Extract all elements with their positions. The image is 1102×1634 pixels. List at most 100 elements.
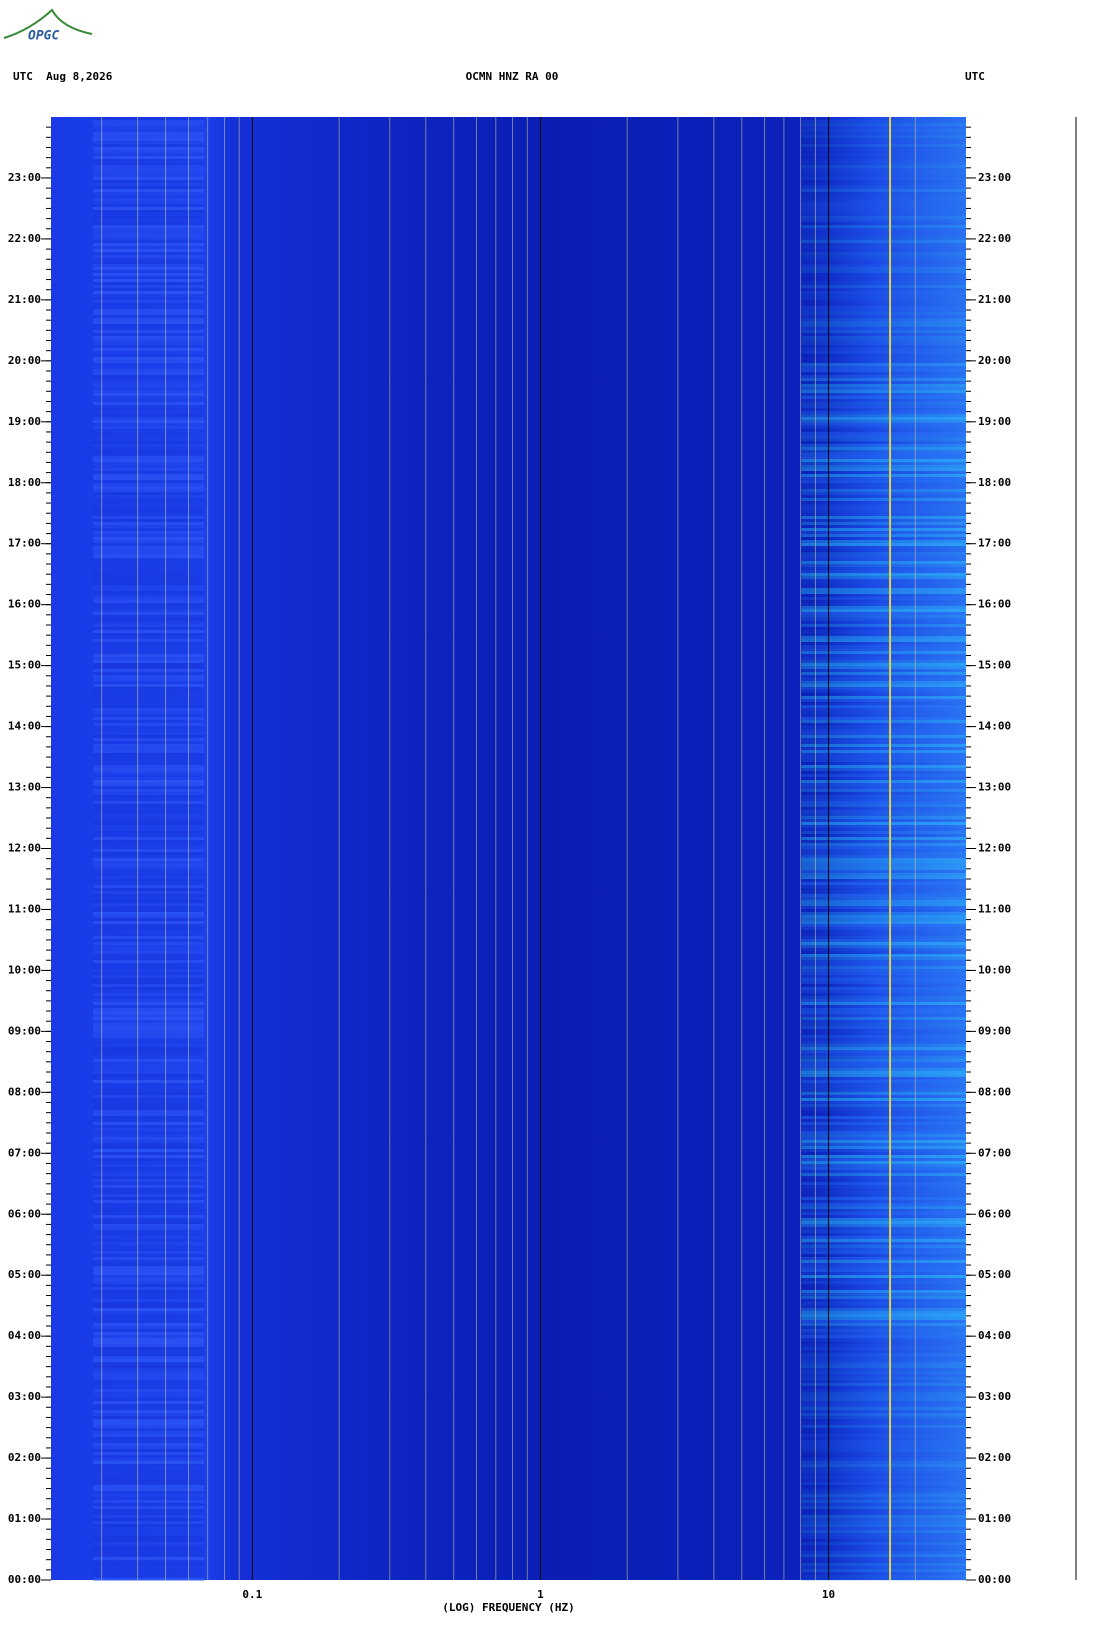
texture	[801, 1197, 966, 1200]
texture	[801, 639, 966, 642]
texture	[801, 1173, 966, 1176]
texture	[93, 1566, 204, 1569]
x-tick-label: 1	[537, 1588, 544, 1601]
texture	[801, 201, 966, 204]
texture	[801, 897, 966, 900]
texture	[801, 1080, 966, 1083]
texture	[801, 1404, 966, 1407]
texture	[93, 1209, 205, 1212]
texture	[801, 306, 966, 309]
texture	[801, 1359, 966, 1362]
y-tick-label: 04:00	[8, 1329, 41, 1342]
texture	[93, 471, 205, 474]
texture	[93, 1563, 205, 1566]
texture	[801, 432, 966, 435]
texture	[93, 1116, 205, 1119]
texture	[801, 1032, 966, 1035]
texture	[93, 1521, 205, 1524]
texture	[93, 336, 205, 339]
texture	[801, 264, 966, 267]
texture	[801, 987, 966, 990]
texture	[801, 1119, 966, 1122]
texture	[801, 774, 966, 777]
texture	[93, 684, 205, 687]
texture	[801, 996, 966, 999]
texture	[93, 663, 205, 666]
texture	[93, 444, 205, 447]
texture	[93, 858, 205, 861]
texture	[93, 624, 205, 627]
texture	[93, 519, 205, 522]
texture	[93, 1083, 204, 1086]
texture	[801, 588, 966, 591]
texture	[93, 360, 205, 363]
texture	[801, 1536, 966, 1539]
texture	[801, 1209, 966, 1212]
texture	[93, 651, 205, 654]
texture	[801, 1149, 966, 1152]
texture	[801, 1266, 966, 1269]
texture	[93, 1218, 205, 1221]
texture	[93, 1356, 205, 1359]
texture	[801, 210, 966, 213]
texture	[801, 1122, 966, 1125]
texture	[93, 1272, 205, 1275]
texture	[93, 1314, 205, 1317]
texture	[93, 1533, 204, 1536]
texture	[801, 1101, 966, 1104]
texture	[801, 765, 966, 768]
texture	[93, 1557, 205, 1560]
texture	[93, 453, 205, 456]
texture	[93, 693, 205, 696]
texture	[801, 1074, 966, 1077]
texture	[93, 978, 205, 981]
texture	[801, 330, 966, 333]
texture	[801, 282, 966, 285]
texture	[93, 1422, 205, 1425]
texture	[93, 996, 205, 999]
texture	[93, 1065, 205, 1068]
texture	[801, 1254, 966, 1257]
texture	[801, 1443, 966, 1446]
texture	[93, 732, 205, 735]
texture	[801, 522, 966, 525]
texture	[801, 750, 966, 753]
texture	[801, 1179, 966, 1182]
texture	[801, 801, 966, 804]
texture	[801, 204, 966, 207]
texture	[801, 1050, 966, 1053]
texture	[801, 1008, 966, 1011]
texture	[801, 1530, 966, 1533]
texture	[801, 1005, 966, 1008]
texture	[93, 834, 205, 837]
texture	[93, 483, 205, 486]
texture	[93, 1032, 205, 1035]
texture	[801, 450, 966, 453]
texture	[93, 1455, 205, 1458]
texture	[93, 1362, 204, 1365]
texture	[801, 651, 966, 654]
texture	[801, 369, 966, 372]
texture	[93, 1005, 205, 1008]
texture	[93, 249, 205, 252]
texture	[93, 435, 204, 438]
texture	[93, 945, 205, 948]
texture	[93, 795, 205, 798]
texture	[93, 1158, 205, 1161]
texture	[801, 783, 966, 786]
texture	[801, 516, 966, 519]
texture	[801, 531, 966, 534]
texture	[801, 756, 966, 759]
texture	[801, 1242, 966, 1245]
texture	[801, 183, 966, 186]
texture	[801, 1284, 966, 1287]
texture	[93, 1077, 205, 1080]
header-right: UTC	[965, 70, 985, 83]
texture	[801, 1296, 966, 1299]
texture	[93, 1143, 205, 1146]
texture	[801, 411, 966, 414]
texture	[93, 846, 204, 849]
texture	[801, 1446, 966, 1449]
texture	[801, 831, 966, 834]
